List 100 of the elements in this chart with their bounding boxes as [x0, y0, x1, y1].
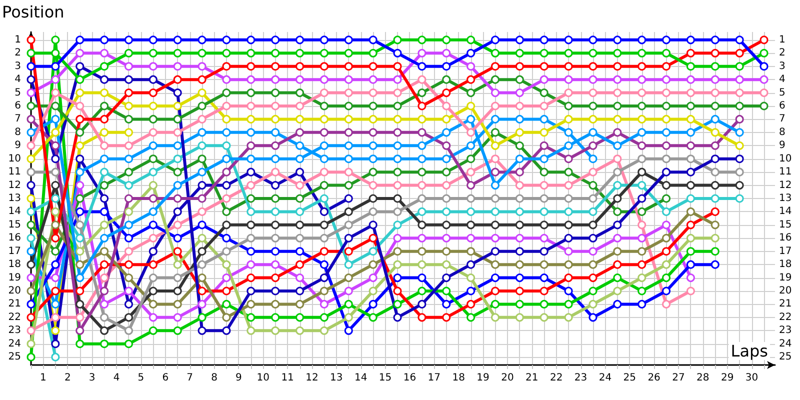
- point: [442, 247, 451, 256]
- point: [368, 114, 378, 124]
- point: [198, 88, 206, 98]
- point: [735, 36, 744, 44]
- point: [686, 88, 695, 98]
- point: [735, 141, 744, 150]
- point: [246, 168, 256, 176]
- point: [613, 48, 622, 58]
- point: [246, 141, 256, 150]
- point: [540, 62, 548, 71]
- point: [173, 313, 182, 322]
- point: [51, 352, 60, 362]
- point: [198, 128, 206, 137]
- point: [173, 36, 182, 44]
- point: [296, 128, 304, 137]
- point: [26, 181, 36, 190]
- point: [588, 260, 598, 269]
- point: [442, 114, 451, 124]
- point: [393, 286, 402, 296]
- point: [442, 48, 451, 58]
- point: [466, 194, 476, 203]
- point: [735, 75, 744, 84]
- point: [26, 260, 36, 269]
- y2-tick-label: 2: [779, 48, 786, 59]
- point: [51, 247, 60, 256]
- point: [148, 154, 158, 164]
- point: [418, 194, 426, 203]
- point: [296, 154, 304, 164]
- point: [418, 220, 426, 230]
- y-tick-label: 4: [14, 74, 21, 86]
- point: [100, 274, 109, 282]
- point: [710, 168, 720, 176]
- point: [173, 220, 182, 230]
- point: [442, 102, 451, 110]
- point: [246, 274, 256, 282]
- point: [148, 88, 158, 98]
- point: [148, 286, 158, 296]
- point: [442, 88, 451, 98]
- x-tick-label: 1: [40, 372, 46, 384]
- point: [124, 247, 133, 256]
- point: [393, 247, 402, 256]
- point: [124, 36, 133, 44]
- point: [368, 62, 378, 71]
- point: [222, 260, 231, 269]
- point: [564, 181, 573, 190]
- point: [442, 168, 451, 176]
- point: [710, 154, 720, 164]
- point: [442, 36, 451, 44]
- point: [466, 128, 476, 137]
- point: [320, 286, 328, 296]
- point: [198, 247, 206, 256]
- point: [393, 128, 402, 137]
- point: [710, 234, 720, 242]
- point: [564, 62, 573, 71]
- point: [540, 194, 548, 203]
- point: [344, 181, 353, 190]
- point: [613, 62, 622, 71]
- point: [588, 247, 598, 256]
- x-tick-label: 24: [598, 372, 612, 384]
- y-tick-label: 23: [8, 325, 21, 336]
- point: [76, 260, 84, 269]
- point: [686, 207, 695, 216]
- point: [222, 220, 231, 230]
- point: [26, 286, 36, 296]
- point: [320, 102, 328, 110]
- point: [26, 75, 36, 84]
- point: [662, 181, 671, 190]
- point: [222, 181, 231, 190]
- point: [51, 194, 60, 203]
- point: [198, 220, 206, 230]
- point: [296, 274, 304, 282]
- point: [344, 234, 353, 242]
- x-tick-label: 2: [64, 372, 71, 384]
- point: [344, 274, 353, 282]
- point: [344, 247, 353, 256]
- point: [466, 141, 476, 150]
- y-tick-label: 6: [14, 100, 21, 112]
- y-tick-label: 1: [14, 34, 21, 46]
- point: [148, 247, 158, 256]
- point: [124, 300, 133, 308]
- point: [320, 128, 328, 137]
- point: [418, 234, 426, 242]
- point: [418, 88, 426, 98]
- point: [466, 181, 476, 190]
- y-tick-label: 19: [8, 272, 21, 284]
- point: [148, 114, 158, 124]
- x-tick-label: 3: [88, 372, 96, 384]
- point: [51, 207, 60, 216]
- point: [198, 260, 206, 269]
- y-tick-label: 24: [8, 338, 21, 350]
- point: [540, 154, 548, 164]
- point: [222, 36, 231, 44]
- point: [51, 36, 60, 44]
- point: [344, 75, 353, 84]
- x-tick-label: 4: [113, 372, 120, 384]
- point: [76, 286, 84, 296]
- point: [686, 102, 695, 110]
- point: [246, 234, 256, 242]
- point: [296, 75, 304, 84]
- point: [686, 154, 695, 164]
